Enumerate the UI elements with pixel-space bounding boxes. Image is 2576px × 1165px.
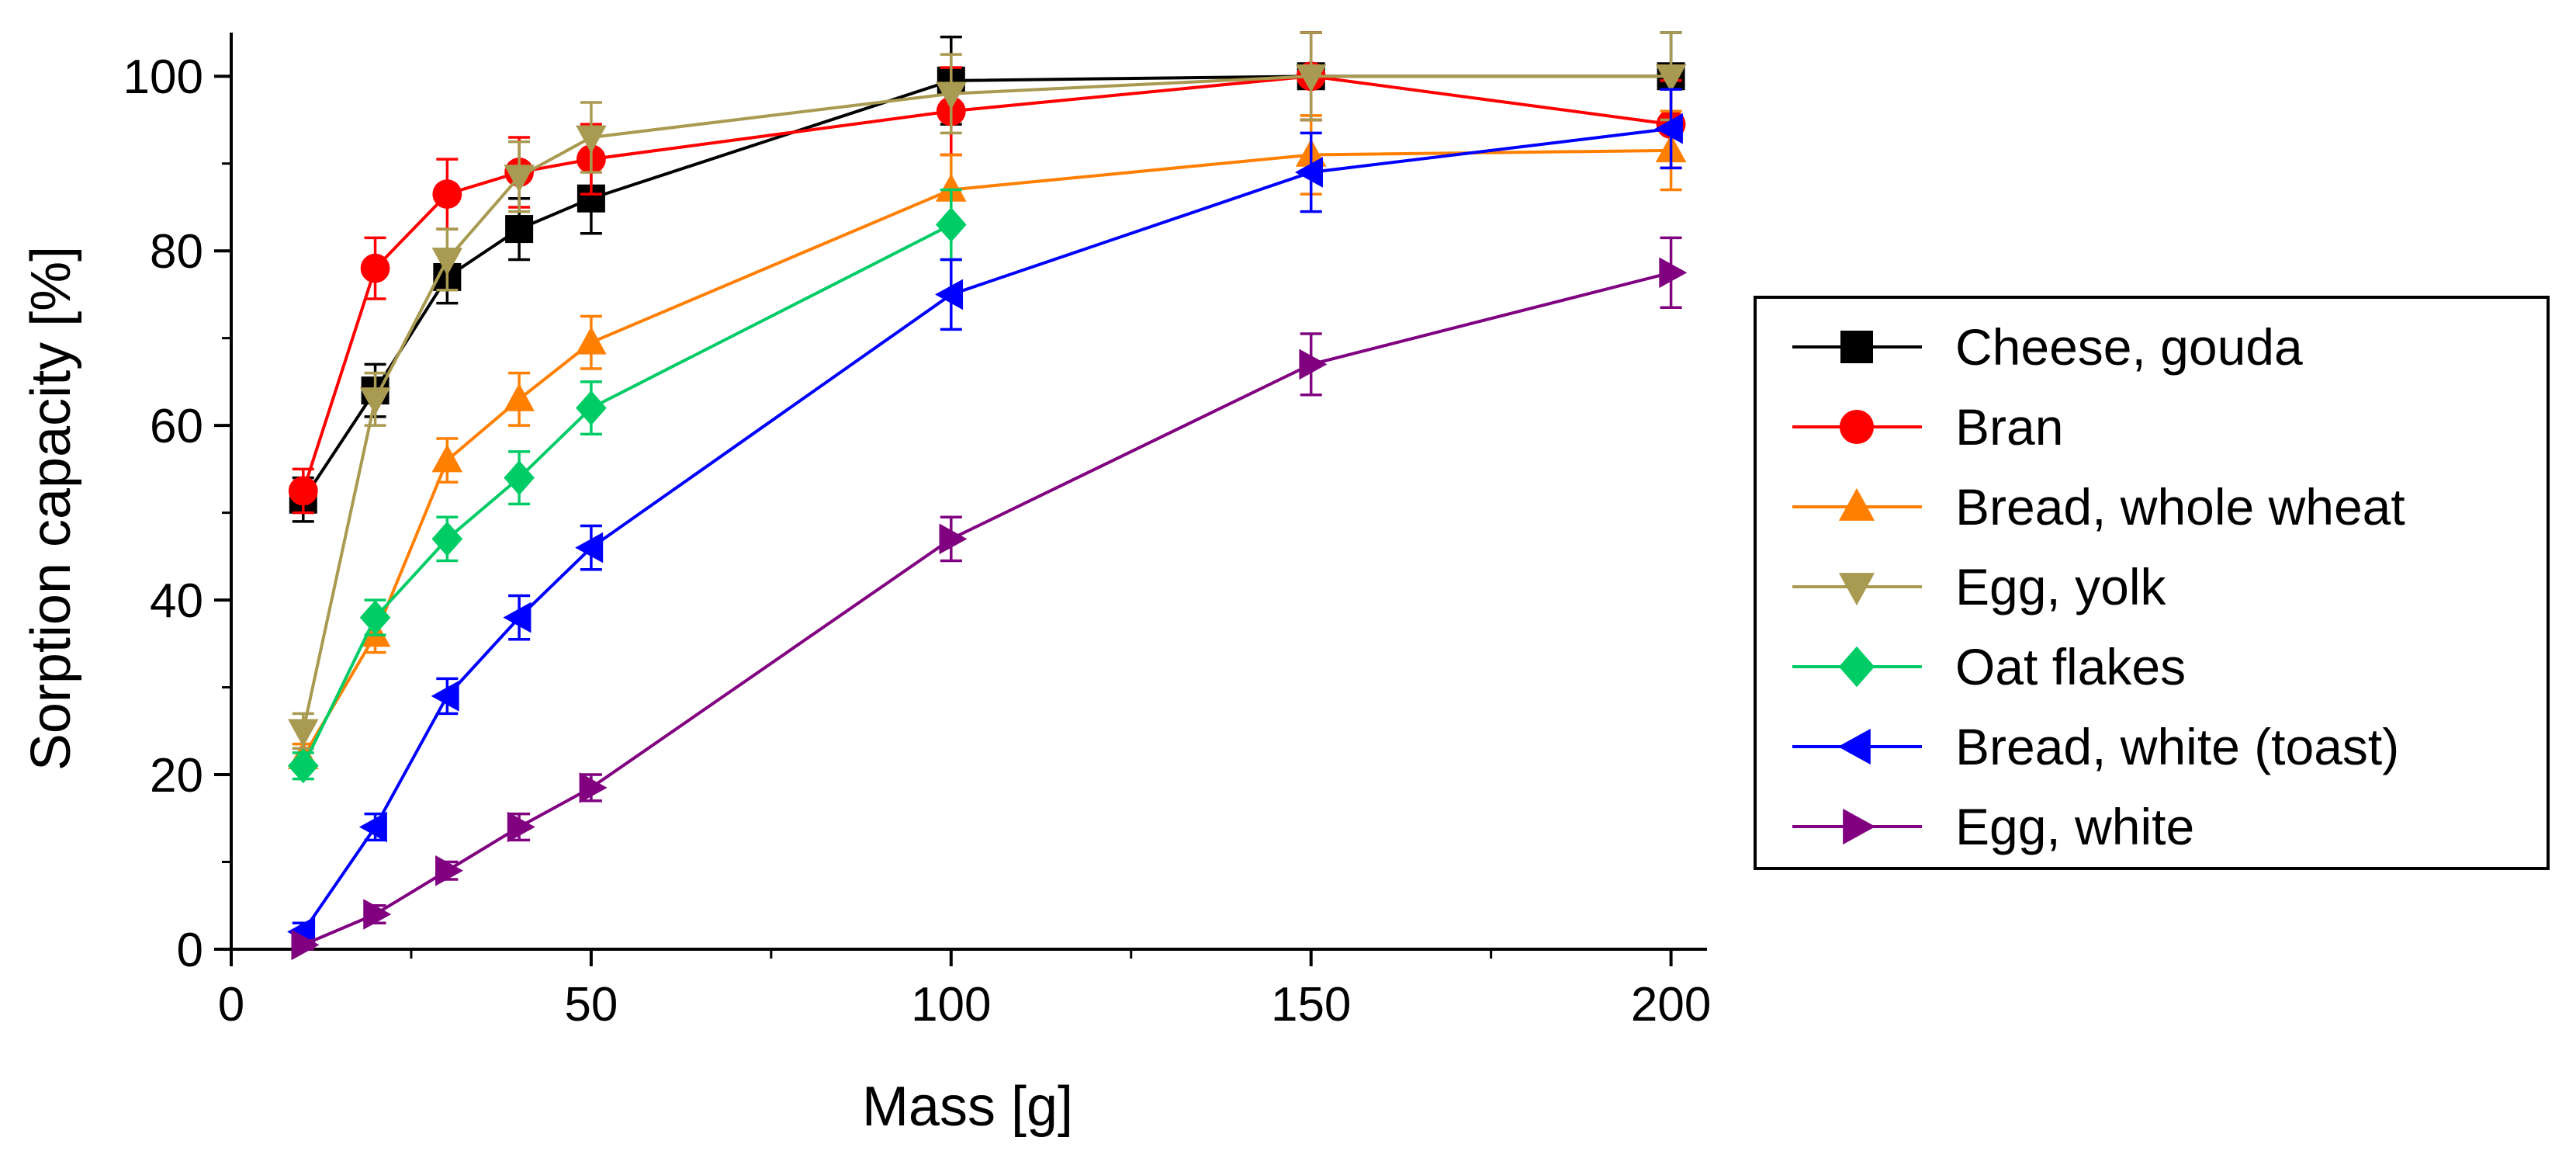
- data-point: [936, 173, 967, 202]
- x-tick-label: 0: [218, 978, 244, 1032]
- data-point: [576, 125, 607, 154]
- data-point: [432, 179, 462, 209]
- legend-item-2: Bread, whole wheat: [1792, 478, 2405, 536]
- series-line: [301, 75, 1671, 732]
- data-point: [575, 532, 604, 563]
- data-point: [287, 748, 319, 784]
- x-axis-title: Mass [g]: [862, 1076, 1073, 1138]
- x-tick-label: 50: [564, 978, 618, 1032]
- data-point: [1295, 64, 1327, 92]
- series-5: [287, 88, 1683, 948]
- series-1: [288, 31, 1686, 515]
- series-layer: [287, 31, 1688, 961]
- series-6: [291, 236, 1688, 961]
- legend-box: [1754, 296, 2550, 870]
- data-point: [936, 81, 967, 110]
- y-tick-label: 20: [150, 749, 203, 803]
- data-point: [358, 811, 387, 843]
- data-point: [1295, 157, 1324, 188]
- data-point: [359, 600, 391, 636]
- legend-item-5: Bread, white (toast): [1792, 718, 2399, 775]
- data-point: [288, 476, 318, 506]
- legend-label: Bran: [1955, 398, 2063, 456]
- data-point: [431, 444, 463, 473]
- legend-label: Egg, white: [1955, 798, 2194, 855]
- series-3: [287, 31, 1687, 751]
- series-4: [287, 188, 967, 784]
- x-tick-label: 100: [911, 978, 991, 1032]
- series-line: [302, 127, 1671, 933]
- legend-marker: [1840, 331, 1873, 363]
- data-point: [1654, 113, 1683, 144]
- data-point: [431, 681, 459, 712]
- data-point: [579, 772, 608, 803]
- legend: Cheese, gouda Bran Bread, whole wheat Egg, …: [1754, 296, 2550, 870]
- y-tick-label: 80: [150, 225, 203, 279]
- legend-item-4: Oat flakes: [1792, 638, 2186, 695]
- legend-marker: [1837, 728, 1871, 765]
- x-tick-label: 200: [1631, 978, 1711, 1032]
- legend-label: Bread, white (toast): [1955, 718, 2399, 775]
- legend-item-0: Cheese, gouda: [1792, 318, 2303, 376]
- data-point: [936, 206, 967, 242]
- data-point: [287, 719, 319, 747]
- y-tick-label: 60: [150, 400, 203, 453]
- data-point: [504, 165, 535, 193]
- legend-item-6: Egg, white: [1792, 798, 2194, 855]
- axes: 0 50 100 150 200 0 20 40 60 80 100: [123, 33, 1711, 1032]
- data-point: [359, 387, 391, 416]
- data-point: [363, 899, 392, 930]
- legend-label: Bread, whole wheat: [1955, 478, 2405, 536]
- data-point: [435, 855, 464, 886]
- legend-label: Oat flakes: [1955, 638, 2186, 695]
- series-0: [289, 31, 1685, 523]
- data-point: [504, 460, 535, 496]
- legend-marker: [1838, 487, 1875, 521]
- data-point: [576, 326, 607, 355]
- data-point: [935, 279, 964, 310]
- y-axis-title: Sorption capacity [%]: [20, 246, 82, 771]
- data-point: [1299, 348, 1328, 380]
- x-tick-label: 150: [1271, 978, 1351, 1032]
- y-tick-label: 100: [123, 50, 203, 104]
- series-line: [302, 75, 1671, 501]
- data-point: [504, 383, 535, 411]
- y-tick-label: 0: [177, 924, 203, 977]
- legend-label: Cheese, gouda: [1955, 318, 2303, 376]
- data-point: [360, 253, 390, 283]
- data-point: [939, 523, 968, 555]
- legend-marker: [1839, 409, 1875, 445]
- legend-item-3: Egg, yolk: [1792, 558, 2166, 615]
- data-point: [505, 215, 534, 244]
- data-point: [576, 390, 607, 426]
- series-line: [301, 223, 952, 767]
- data-point: [431, 521, 463, 556]
- data-point: [1659, 257, 1688, 289]
- legend-marker: [1838, 573, 1875, 606]
- data-point: [503, 602, 531, 633]
- legend-marker: [1843, 808, 1876, 845]
- y-tick-label: 40: [150, 574, 203, 628]
- legend-label: Egg, yolk: [1955, 558, 2166, 615]
- legend-marker: [1838, 646, 1875, 688]
- data-point: [431, 248, 463, 276]
- legend-item-1: Bran: [1792, 398, 2063, 456]
- data-point: [291, 929, 320, 961]
- data-point: [1655, 64, 1687, 92]
- series-line: [301, 75, 1671, 492]
- series-line: [302, 271, 1672, 947]
- series-2: [287, 109, 1687, 772]
- data-point: [507, 811, 535, 843]
